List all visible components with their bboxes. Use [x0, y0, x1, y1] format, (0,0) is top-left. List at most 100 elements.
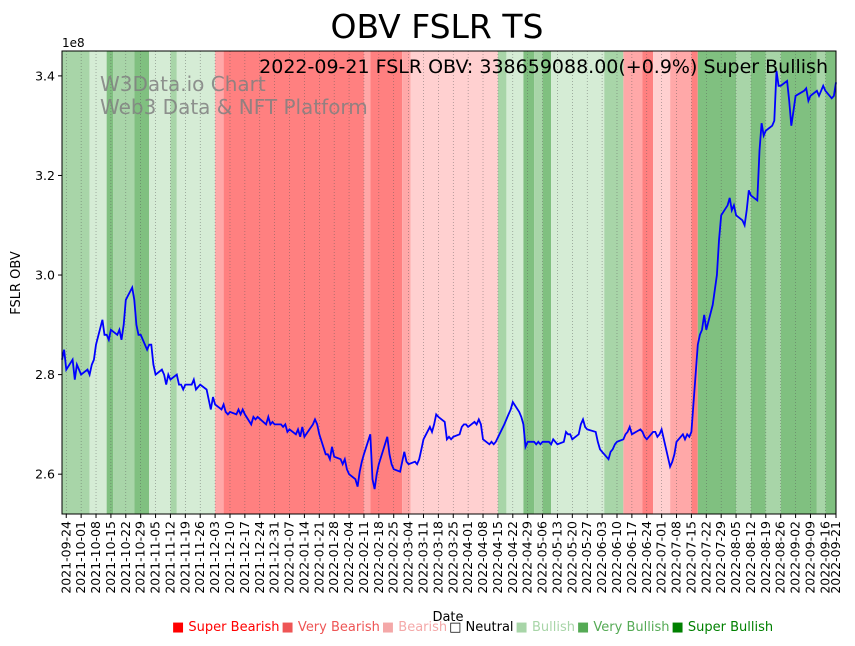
regime-band	[642, 51, 654, 514]
watermark-line-1: W3Data.io Chart	[100, 72, 266, 96]
x-tick-label: 2021-10-22	[118, 521, 133, 594]
legend-label: Very Bearish	[293, 620, 380, 635]
last-value-annotation: 2022-09-21 FSLR OBV: 338659088.00(+0.9%)…	[259, 56, 828, 78]
x-tick-label: 2021-12-10	[222, 521, 237, 594]
x-tick-label: 2022-07-29	[713, 521, 728, 594]
regime-band	[215, 51, 224, 514]
x-tick-label: 2022-01-07	[282, 521, 297, 594]
regime-band	[497, 51, 507, 514]
x-tick-label: 2022-06-03	[594, 521, 609, 594]
x-tick-label: 2022-04-22	[505, 521, 520, 594]
legend-label: Super Bullish	[683, 620, 774, 635]
x-tick-label: 2021-11-12	[162, 521, 177, 594]
x-axis-label: Date	[432, 610, 463, 625]
regime-band	[363, 51, 371, 514]
legend-label: Bullish	[527, 620, 575, 635]
x-tick-label: 2021-11-26	[192, 521, 207, 594]
x-tick-label: 2021-10-08	[88, 521, 103, 594]
regime-band	[670, 51, 692, 514]
regime-band	[113, 51, 135, 514]
regime-band	[534, 51, 543, 514]
regime-band	[176, 51, 216, 514]
plot-frame	[61, 50, 837, 515]
regime-band	[551, 51, 605, 514]
legend-marker: ■	[172, 620, 185, 635]
x-tick-label: 2022-05-20	[564, 521, 579, 594]
regime-band	[825, 51, 836, 514]
regime-band	[149, 51, 171, 514]
x-tick-label: 2021-10-29	[133, 521, 148, 594]
regime-band	[89, 51, 107, 514]
legend-item: ■ Bullish	[516, 620, 575, 635]
y-multiplier-label: 1e8	[62, 36, 85, 50]
x-tick-label: 2022-02-04	[341, 521, 356, 594]
x-tick-label: 2022-01-14	[296, 521, 311, 594]
legend-item: ■ Bearish	[382, 620, 447, 635]
x-tick-label: 2022-07-22	[698, 521, 713, 594]
x-tick-label: 2022-09-21	[828, 521, 843, 594]
x-tick-label: 2022-06-17	[624, 521, 639, 594]
legend-marker: ■	[671, 620, 684, 635]
x-tick-label: 2022-07-15	[683, 521, 698, 594]
regime-band	[736, 51, 751, 514]
regime-band	[410, 51, 498, 514]
x-tick-label: 2021-11-05	[148, 521, 163, 594]
x-tick-label: 2022-04-01	[460, 521, 475, 594]
x-tick-label: 2022-06-24	[639, 521, 654, 594]
x-tick-label: 2021-11-19	[177, 521, 192, 594]
legend-label: Very Bullish	[589, 620, 670, 635]
regime-band	[223, 51, 364, 514]
x-tick-label: 2022-02-25	[386, 521, 401, 594]
x-tick-label: 2022-02-18	[371, 521, 386, 594]
y-tick-label: 2.8	[35, 367, 55, 382]
regime-band	[542, 51, 552, 514]
x-tick-label: 2022-04-29	[520, 521, 535, 594]
legend-item: ■ Super Bearish	[172, 620, 280, 635]
legend-item: ■ Super Bullish	[671, 620, 773, 635]
regime-band	[370, 51, 403, 514]
regime-legend: ■ Super Bearish ■ Very Bearish ■ Bearish □ …	[172, 620, 775, 635]
regime-band	[697, 51, 737, 514]
x-tick-label: 2022-08-05	[728, 521, 743, 594]
x-tick-label: 2021-10-01	[73, 521, 88, 594]
regime-band	[523, 51, 535, 514]
x-tick-label: 2022-02-11	[356, 521, 371, 594]
x-tick-label: 2022-04-08	[475, 521, 490, 594]
x-tick-label: 2021-12-24	[252, 521, 267, 594]
regime-band	[691, 51, 698, 514]
regime-bands	[62, 51, 836, 514]
x-tick-label: 2022-09-16	[817, 521, 832, 594]
x-tick-label: 2022-01-28	[326, 521, 341, 594]
x-axis: 2021-09-24 2021-10-01 2021-10-08 2021-10-15…	[58, 514, 843, 594]
x-tick-label: 2022-06-10	[609, 521, 624, 594]
y-tick-label: 3.0	[35, 268, 55, 283]
legend-marker: □	[449, 620, 462, 635]
x-tick-label: 2022-01-21	[311, 521, 326, 594]
legend-item: ■ Very Bullish	[577, 620, 670, 635]
legend-label: Bearish	[394, 620, 448, 635]
regime-band	[506, 51, 524, 514]
x-tick-label: 2022-07-08	[669, 521, 684, 594]
regime-band	[170, 51, 177, 514]
legend-label: Neutral	[461, 620, 514, 635]
regime-band	[604, 51, 624, 514]
watermark-line-2: Web3 Data & NFT Platform	[100, 95, 368, 119]
x-tick-label: 2022-04-15	[490, 521, 505, 594]
x-tick-label: 2021-10-15	[103, 521, 118, 594]
legend-label: Super Bearish	[184, 620, 280, 635]
x-tick-label: 2022-05-06	[535, 521, 550, 594]
x-tick-label: 2022-05-13	[549, 521, 564, 594]
legend-item: □ Neutral	[449, 620, 513, 635]
regime-band	[750, 51, 766, 514]
y-axis-label: FSLR OBV	[9, 251, 24, 315]
x-tick-label: 2022-08-12	[743, 521, 758, 594]
regime-band	[402, 51, 411, 514]
x-tick-label: 2021-12-03	[207, 521, 222, 594]
x-tick-label: 2021-12-31	[267, 521, 282, 594]
chart-title: OBV FSLR TS	[331, 7, 544, 46]
x-tick-label: 2021-09-24	[58, 521, 73, 594]
x-tick-label: 2022-05-27	[579, 521, 594, 594]
x-tick-label: 2021-12-17	[237, 521, 252, 594]
regime-band	[816, 51, 826, 514]
